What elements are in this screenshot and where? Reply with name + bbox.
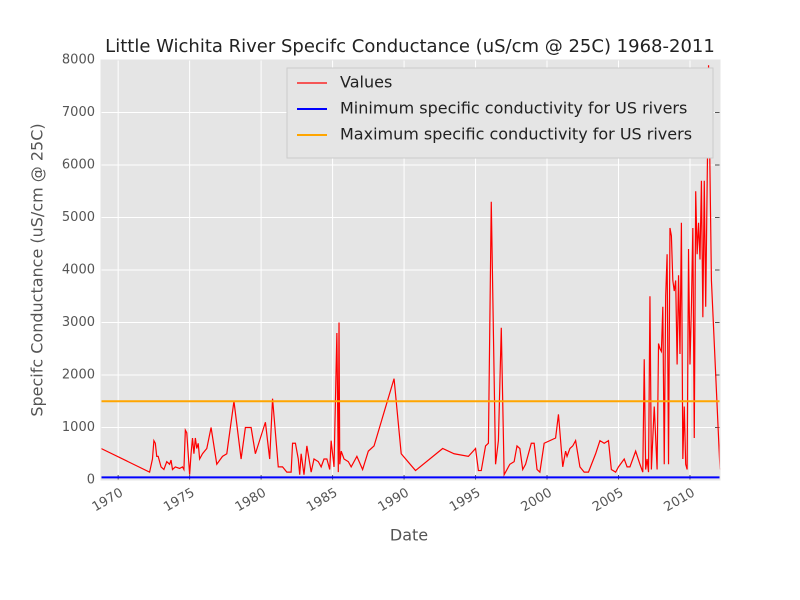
data-line — [100, 65, 721, 478]
x-tick-label: 1985 — [304, 486, 340, 516]
y-tick-label: 2000 — [62, 368, 95, 383]
chart-title: Little Wichita River Specifc Conductance… — [105, 36, 715, 57]
y-tick-label: 1000 — [62, 420, 95, 435]
x-tick-label: 1995 — [447, 486, 483, 516]
y-tick-label: 4000 — [62, 263, 95, 278]
x-axis-label: Date — [390, 526, 428, 545]
y-tick-label: 5000 — [62, 210, 95, 225]
x-tick-label: 1970 — [90, 486, 126, 516]
y-tick-label: 6000 — [62, 158, 95, 173]
y-axis-label: Specifc Conductance (uS/cm @ 25C) — [28, 123, 47, 416]
y-tick-label: 0 — [87, 473, 95, 488]
x-tick-label: 1990 — [376, 486, 412, 516]
legend-label: Values — [340, 73, 392, 92]
y-tick-label: 8000 — [62, 53, 95, 68]
y-tick-label: 7000 — [62, 105, 95, 120]
x-tick-label: 1980 — [233, 486, 269, 516]
x-tick-label: 2000 — [519, 486, 555, 516]
x-tick-label: 2005 — [590, 486, 626, 516]
legend-label: Minimum specific conductivity for US riv… — [340, 99, 687, 118]
plot-frame — [100, 59, 721, 481]
x-tick-label: 1975 — [161, 486, 197, 516]
y-tick-label: 3000 — [62, 315, 95, 330]
legend-box — [286, 67, 714, 159]
x-tick-label: 2010 — [662, 486, 698, 516]
legend-label: Maximum specific conductivity for US riv… — [340, 125, 692, 144]
